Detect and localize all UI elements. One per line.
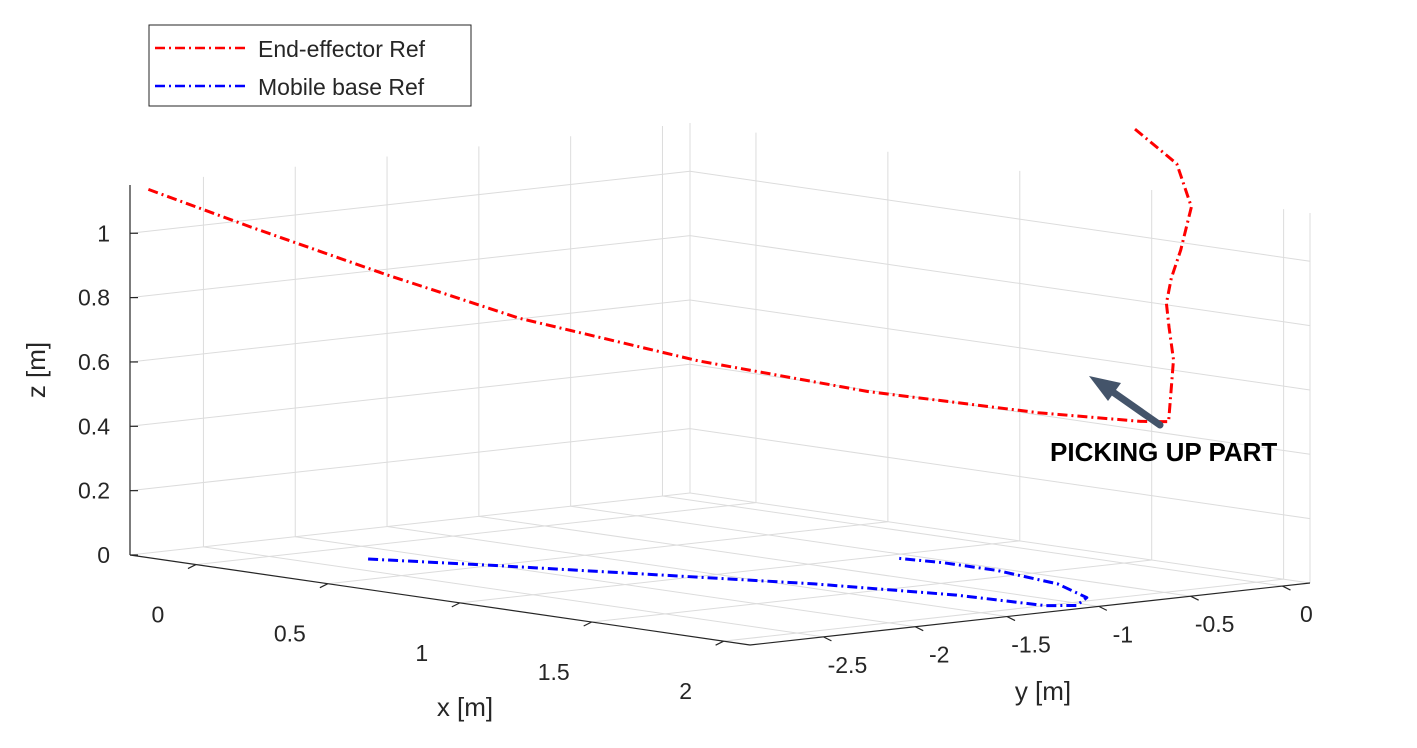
x-tick-2 (452, 603, 460, 607)
y-tick-label-0: 0 (1300, 601, 1313, 627)
x-axis-line (130, 555, 750, 645)
x-tick-label-2: 1 (415, 640, 428, 666)
floor-gridline-y-2 (479, 516, 1099, 606)
y-tick-1 (1191, 596, 1199, 600)
y-tick-label-4: -2 (929, 642, 949, 668)
z-tick-label-2: 0.4 (78, 413, 110, 439)
floor-gridline-y-1 (571, 506, 1191, 596)
y-tick-0 (1282, 586, 1290, 590)
wall-yz-gridline-z-2 (130, 364, 690, 426)
y-tick-label-2: -1 (1113, 621, 1133, 647)
x-tick-1 (320, 584, 328, 588)
x-tick-label-3: 1.5 (538, 659, 570, 685)
wall-yz-gridline-z-1 (130, 429, 690, 491)
legend-label-end-effector: End-effector Ref (258, 36, 426, 62)
floor-gridline-x-1 (328, 522, 888, 584)
wall-yz-gridline-z-0 (130, 493, 690, 555)
z-tick-label-1: 0.2 (78, 478, 110, 504)
x-tick-4 (716, 641, 724, 645)
axes-layer (130, 185, 1310, 645)
y-tick-3 (1007, 617, 1015, 621)
y-tick-2 (1099, 606, 1107, 610)
floor-gridline-x-0 (196, 503, 756, 565)
z-tick-label-5: 1 (97, 220, 110, 246)
x-tick-label-1: 0.5 (274, 621, 306, 647)
legend: End-effector Ref Mobile base Ref (149, 25, 471, 106)
z-tick-label-0: 0 (97, 542, 110, 568)
y-tick-4 (915, 627, 923, 631)
floor-gridline-y-0 (662, 496, 1282, 586)
x-tick-3 (584, 622, 592, 626)
z-tick-label-3: 0.6 (78, 349, 110, 375)
wall-xz-gridline-z-0 (690, 493, 1310, 583)
y-axis-label: y [m] (1015, 676, 1071, 706)
z-tick-label-4: 0.8 (78, 285, 110, 311)
wall-xz-gridline-z-4 (690, 236, 1310, 326)
x-tick-label-0: 0 (152, 602, 165, 628)
z-axis-label: z [m] (21, 342, 51, 398)
x-axis-label: x [m] (437, 692, 493, 722)
legend-label-mobile-base: Mobile base Ref (258, 74, 425, 100)
series-line-end-effector-ref (148, 128, 1191, 422)
y-tick-label-5: -2.5 (828, 652, 868, 678)
y-tick-5 (823, 637, 831, 641)
wall-yz-gridline-z-4 (130, 236, 690, 298)
y-tick-label-3: -1.5 (1011, 632, 1051, 658)
annotation-text: PICKING UP PART (1050, 437, 1277, 467)
x-tick-0 (188, 565, 196, 569)
y-tick-label-1: -0.5 (1195, 611, 1235, 637)
floor-gridline-x-3 (592, 560, 1152, 622)
grid-layer (130, 123, 1310, 641)
wall-xz-gridline-z-5 (690, 171, 1310, 261)
wall-yz-gridline-z-5 (130, 171, 690, 233)
floor-gridline-y-4 (295, 537, 915, 627)
wall-yz-gridline-z-3 (130, 300, 690, 362)
x-tick-label-4: 2 (679, 678, 692, 704)
floor-gridline-y-3 (387, 527, 1007, 617)
